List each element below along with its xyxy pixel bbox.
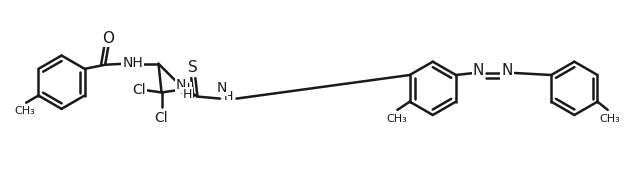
Text: H: H [182,88,192,101]
Text: H: H [223,90,233,103]
Text: N: N [217,81,227,95]
Text: N: N [502,64,513,78]
Text: Cl: Cl [155,111,168,125]
Text: CH₃: CH₃ [15,106,35,116]
Text: Cl: Cl [132,83,146,97]
Text: CH₃: CH₃ [600,114,620,124]
Text: CH₃: CH₃ [386,114,407,124]
Text: NH: NH [122,56,143,70]
Text: Cl: Cl [177,83,191,97]
Text: S: S [188,60,198,75]
Text: O: O [102,31,114,46]
Text: N: N [473,64,484,78]
Text: N: N [176,78,186,92]
